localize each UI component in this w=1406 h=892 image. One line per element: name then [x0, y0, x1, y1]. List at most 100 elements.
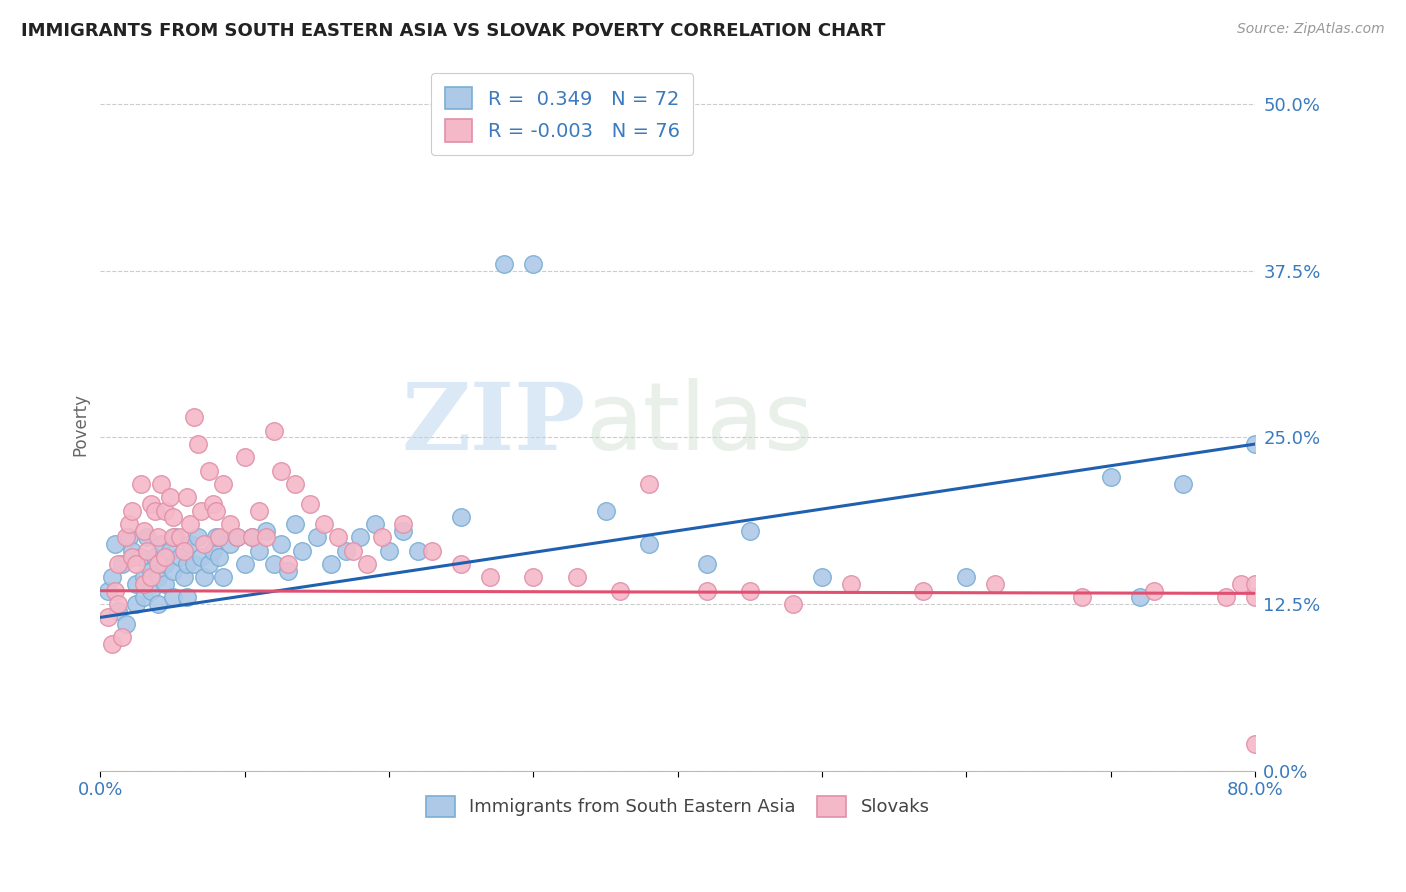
Point	[132, 591, 155, 605]
Point	[139, 497, 162, 511]
Point	[212, 570, 235, 584]
Point	[179, 537, 201, 551]
Point	[176, 557, 198, 571]
Point	[104, 583, 127, 598]
Point	[1215, 591, 1237, 605]
Point	[104, 537, 127, 551]
Point	[1128, 591, 1150, 605]
Point	[129, 477, 152, 491]
Point	[146, 570, 169, 584]
Point	[173, 543, 195, 558]
Point	[696, 583, 718, 598]
Y-axis label: Poverty: Poverty	[72, 392, 89, 456]
Point	[254, 524, 277, 538]
Point	[609, 583, 631, 598]
Point	[233, 557, 256, 571]
Point	[190, 504, 212, 518]
Point	[155, 557, 177, 571]
Point	[143, 550, 166, 565]
Point	[118, 530, 141, 544]
Point	[312, 517, 335, 532]
Point	[263, 424, 285, 438]
Point	[270, 464, 292, 478]
Point	[183, 410, 205, 425]
Point	[107, 557, 129, 571]
Point	[183, 557, 205, 571]
Point	[955, 570, 977, 584]
Point	[115, 530, 138, 544]
Point	[284, 477, 307, 491]
Point	[162, 591, 184, 605]
Point	[132, 570, 155, 584]
Point	[197, 557, 219, 571]
Point	[187, 530, 209, 544]
Point	[219, 537, 242, 551]
Point	[121, 543, 143, 558]
Point	[479, 570, 502, 584]
Point	[139, 583, 162, 598]
Point	[811, 570, 834, 584]
Point	[1244, 577, 1267, 591]
Point	[149, 537, 172, 551]
Point	[201, 497, 224, 511]
Text: ZIP: ZIP	[401, 379, 585, 469]
Point	[139, 564, 162, 578]
Point	[146, 530, 169, 544]
Point	[247, 504, 270, 518]
Point	[406, 543, 429, 558]
Point	[839, 577, 862, 591]
Point	[204, 504, 226, 518]
Point	[522, 257, 544, 271]
Point	[115, 617, 138, 632]
Point	[159, 543, 181, 558]
Point	[226, 530, 249, 544]
Point	[125, 557, 148, 571]
Point	[208, 530, 231, 544]
Point	[696, 557, 718, 571]
Point	[298, 497, 321, 511]
Point	[121, 550, 143, 565]
Point	[162, 530, 184, 544]
Point	[738, 583, 761, 598]
Point	[1171, 477, 1194, 491]
Point	[169, 530, 191, 544]
Point	[143, 504, 166, 518]
Point	[328, 530, 350, 544]
Point	[270, 537, 292, 551]
Point	[1244, 437, 1267, 451]
Point	[101, 570, 124, 584]
Point	[132, 524, 155, 538]
Point	[1229, 577, 1251, 591]
Point	[1099, 470, 1122, 484]
Point	[277, 564, 299, 578]
Point	[197, 464, 219, 478]
Point	[378, 543, 401, 558]
Point	[204, 530, 226, 544]
Point	[162, 510, 184, 524]
Point	[149, 477, 172, 491]
Point	[176, 591, 198, 605]
Point	[254, 530, 277, 544]
Point	[595, 504, 617, 518]
Point	[135, 543, 157, 558]
Point	[233, 450, 256, 465]
Text: atlas: atlas	[585, 378, 814, 470]
Point	[101, 637, 124, 651]
Point	[155, 550, 177, 565]
Point	[146, 557, 169, 571]
Point	[111, 631, 134, 645]
Point	[637, 477, 659, 491]
Point	[97, 583, 120, 598]
Point	[371, 530, 394, 544]
Point	[118, 517, 141, 532]
Point	[291, 543, 314, 558]
Point	[1070, 591, 1092, 605]
Point	[129, 550, 152, 565]
Point	[284, 517, 307, 532]
Text: IMMIGRANTS FROM SOUTH EASTERN ASIA VS SLOVAK POVERTY CORRELATION CHART: IMMIGRANTS FROM SOUTH EASTERN ASIA VS SL…	[21, 22, 886, 40]
Point	[342, 543, 364, 558]
Legend: Immigrants from South Eastern Asia, Slovaks: Immigrants from South Eastern Asia, Slov…	[419, 789, 936, 824]
Point	[190, 550, 212, 565]
Point	[392, 524, 415, 538]
Point	[162, 564, 184, 578]
